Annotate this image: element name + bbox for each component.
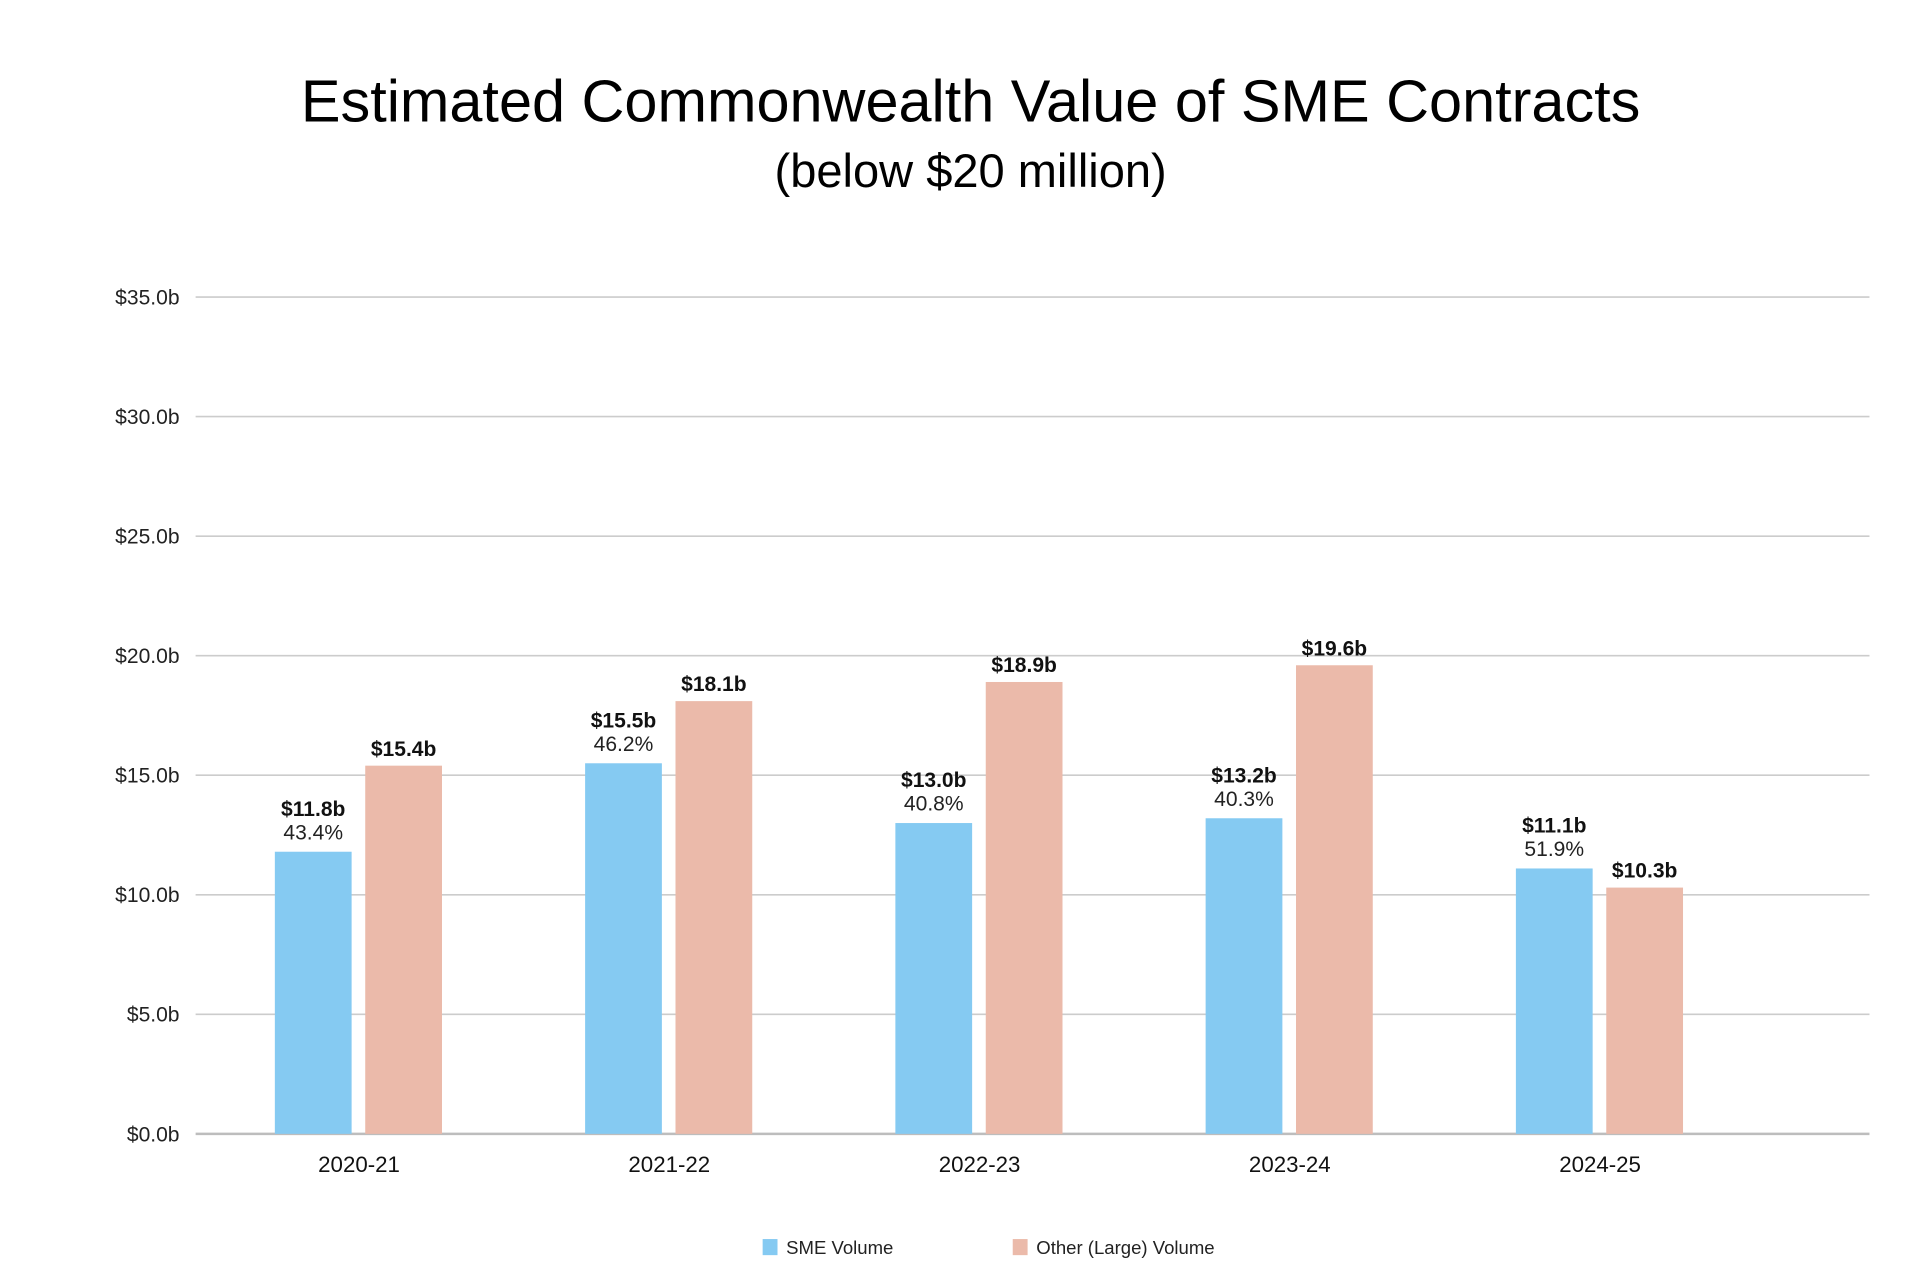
x-tick-label: 2021-22 — [628, 1152, 710, 1177]
chart-subtitle: (below $20 million) — [775, 144, 1167, 197]
y-tick-label: $20.0b — [115, 645, 179, 668]
y-tick-label: $5.0b — [127, 1004, 180, 1027]
bar-value-label: $11.1b — [1522, 815, 1586, 838]
sme-bar — [1515, 868, 1593, 1134]
legend-swatch — [762, 1239, 778, 1256]
y-tick-label: $0.0b — [127, 1123, 180, 1146]
bar-value-label: $19.6b — [1302, 637, 1367, 660]
y-tick-label: $25.0b — [115, 526, 179, 549]
y-tick-label: $15.0b — [115, 765, 179, 788]
bar-value-label: $11.8b — [281, 798, 345, 821]
x-tick-label: 2024-25 — [1559, 1152, 1641, 1177]
sme-bar — [585, 763, 662, 1134]
y-tick-label: $35.0b — [115, 287, 179, 310]
legend-swatch — [1012, 1239, 1028, 1256]
bar-percent-label: 46.2% — [594, 733, 654, 756]
sme-bar — [274, 851, 352, 1134]
bar-value-label: $18.1b — [681, 673, 746, 696]
other-bar — [675, 701, 753, 1134]
bar-percent-label: 43.4% — [283, 821, 343, 844]
x-tick-label: 2020-21 — [318, 1152, 400, 1177]
bar-value-label: $18.9b — [991, 654, 1056, 677]
legend-label: SME Volume — [786, 1237, 893, 1258]
legend-label: Other (Large) Volume — [1036, 1237, 1214, 1258]
other-bar — [1296, 665, 1373, 1134]
x-tick-label: 2023-24 — [1249, 1152, 1331, 1177]
bar-value-label: $10.3b — [1612, 860, 1677, 883]
bar-percent-label: 51.9% — [1524, 838, 1584, 861]
sme-bar — [1205, 818, 1283, 1134]
bar-value-label: $13.0b — [901, 769, 966, 792]
bar-percent-label: 40.8% — [904, 793, 964, 816]
x-tick-label: 2022-23 — [939, 1152, 1021, 1177]
bar-value-label: $15.5b — [591, 709, 656, 732]
chart-title: Estimated Commonwealth Value of SME Cont… — [301, 67, 1641, 134]
bar-percent-label: 40.3% — [1214, 788, 1274, 811]
y-tick-label: $30.0b — [115, 406, 179, 429]
bar-value-label: $15.4b — [371, 738, 436, 761]
other-bar — [365, 765, 442, 1134]
y-tick-label: $10.0b — [115, 884, 179, 907]
bar-value-label: $13.2b — [1211, 764, 1276, 787]
other-bar — [985, 681, 1063, 1134]
sme-bar — [895, 823, 973, 1134]
other-bar — [1606, 887, 1684, 1134]
